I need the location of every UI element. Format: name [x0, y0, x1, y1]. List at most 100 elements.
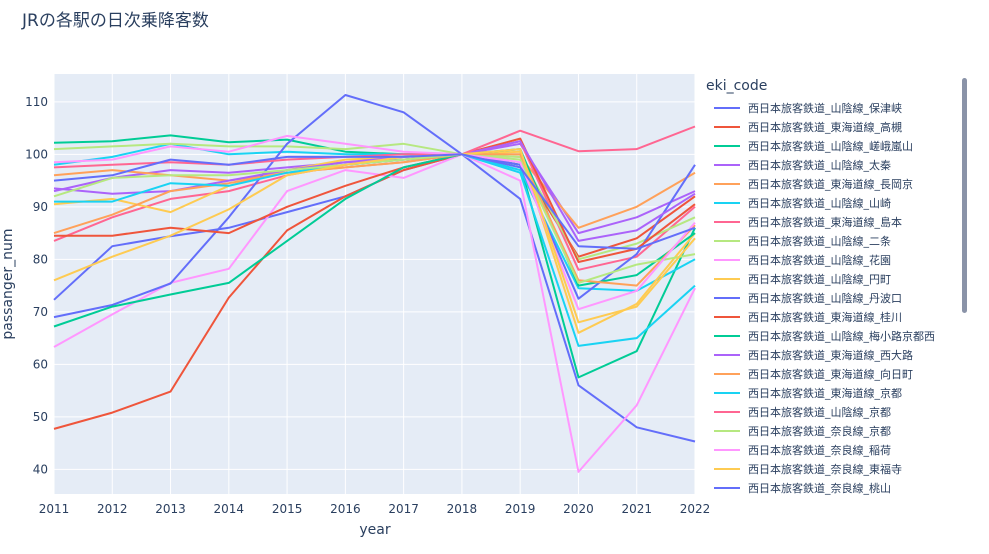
y-axis-ticks: 40 50 60 70 80 90 100 110	[25, 95, 48, 477]
legend-swatch	[714, 239, 740, 242]
legend-swatch	[714, 201, 740, 204]
series-line-10[interactable]	[53, 150, 696, 334]
legend-swatch	[714, 372, 740, 375]
series-line-14[interactable]	[53, 140, 696, 242]
series-line-18[interactable]	[53, 153, 696, 284]
legend-label: 西日本旅客鉄道_山陰線_京都	[748, 405, 891, 419]
legend-label: 西日本旅客鉄道_奈良線_東福寺	[748, 462, 902, 476]
legend-swatch	[714, 448, 740, 451]
x-tick-label: 2018	[447, 502, 478, 516]
y-tick-label: 60	[33, 357, 48, 371]
series-line-6[interactable]	[53, 142, 696, 292]
y-tick-label: 70	[33, 305, 48, 319]
legend-label: 西日本旅客鉄道_山陰線_丹波口	[748, 291, 902, 305]
legend-item-9[interactable]: 西日本旅客鉄道_山陰線_花園	[700, 250, 960, 269]
legend-scrollbar[interactable]	[962, 78, 967, 313]
legend-item-8[interactable]: 西日本旅客鉄道_山陰線_二条	[700, 231, 960, 250]
legend-swatch	[714, 125, 740, 128]
series-line-8[interactable]	[53, 142, 696, 261]
legend-item-10[interactable]: 西日本旅客鉄道_山陰線_円町	[700, 269, 960, 288]
legend-label: 西日本旅客鉄道_東海道線_京都	[748, 386, 902, 400]
series-line-12[interactable]	[54, 137, 696, 263]
legend-swatch	[714, 277, 740, 280]
legend-item-13[interactable]: 西日本旅客鉄道_山陰線_梅小路京都西	[700, 326, 960, 345]
legend-swatch	[714, 258, 740, 261]
legend-label: 西日本旅客鉄道_東海道線_高槻	[748, 120, 902, 134]
x-tick-label: 2019	[505, 502, 536, 516]
legend-label: 西日本旅客鉄道_東海道線_長岡京	[748, 177, 913, 191]
y-axis-title: passanger_num	[0, 228, 16, 339]
legend-swatch	[714, 315, 740, 318]
series-line-13[interactable]	[53, 148, 696, 328]
chart-title: JRの各駅の日次乗降客数	[22, 11, 209, 31]
legend-label: 西日本旅客鉄道_山陰線_花園	[748, 253, 891, 267]
legend-item-17[interactable]: 西日本旅客鉄道_山陰線_京都	[700, 402, 960, 421]
series-layer	[53, 94, 696, 473]
series-line-9[interactable]	[53, 153, 696, 473]
x-tick-label: 2011	[39, 502, 70, 516]
legend-item-3[interactable]: 西日本旅客鉄道_山陰線_嵯峨嵐山	[700, 136, 960, 155]
x-tick-label: 2015	[272, 502, 303, 516]
x-axis-title: year	[359, 522, 390, 538]
series-line-3[interactable]	[53, 134, 696, 379]
x-tick-label: 2014	[214, 502, 245, 516]
series-line-20[interactable]	[53, 148, 696, 324]
legend-item-20[interactable]: 西日本旅客鉄道_奈良線_東福寺	[700, 459, 960, 478]
legend-label: 西日本旅客鉄道_奈良線_稲荷	[748, 443, 891, 457]
legend-label: 西日本旅客鉄道_東海道線_向日町	[748, 367, 913, 381]
x-tick-label: 2020	[563, 502, 594, 516]
legend-label: 西日本旅客鉄道_山陰線_嵯峨嵐山	[748, 139, 913, 153]
legend-item-19[interactable]: 西日本旅客鉄道_奈良線_稲荷	[700, 440, 960, 459]
legend-label: 西日本旅客鉄道_東海道線_桂川	[748, 310, 902, 324]
y-tick-label: 40	[33, 462, 48, 476]
series-line-19[interactable]	[53, 134, 696, 311]
legend-item-6[interactable]: 西日本旅客鉄道_山陰線_山崎	[700, 193, 960, 212]
x-tick-label: 2016	[330, 502, 361, 516]
legend-swatch	[714, 182, 740, 185]
legend-items: 西日本旅客鉄道_山陰線_保津峡 西日本旅客鉄道_東海道線_高槻 西日本旅客鉄道_山陰…	[700, 98, 960, 497]
legend-item-12[interactable]: 西日本旅客鉄道_東海道線_桂川	[700, 307, 960, 326]
y-tick-label: 90	[33, 200, 48, 214]
legend-swatch	[714, 486, 740, 489]
legend-label: 西日本旅客鉄道_山陰線_梅小路京都西	[748, 329, 935, 343]
legend-item-21[interactable]: 西日本旅客鉄道_奈良線_桃山	[700, 478, 960, 497]
legend-item-1[interactable]: 西日本旅客鉄道_山陰線_保津峡	[700, 98, 960, 117]
legend-item-4[interactable]: 西日本旅客鉄道_山陰線_太秦	[700, 155, 960, 174]
x-tick-label: 2021	[621, 502, 652, 516]
x-tick-label: 2013	[155, 502, 186, 516]
y-tick-label: 80	[33, 252, 48, 266]
x-tick-label: 2017	[388, 502, 419, 516]
legend-item-2[interactable]: 西日本旅客鉄道_東海道線_高槻	[700, 117, 960, 136]
legend-item-15[interactable]: 西日本旅客鉄道_東海道線_向日町	[700, 364, 960, 383]
legend-item-18[interactable]: 西日本旅客鉄道_奈良線_京都	[700, 421, 960, 440]
y-tick-label: 110	[25, 95, 48, 109]
y-tick-label: 100	[25, 147, 48, 161]
x-tick-label: 2022	[680, 502, 711, 516]
legend-item-7[interactable]: 西日本旅客鉄道_東海道線_島本	[700, 212, 960, 231]
legend-item-11[interactable]: 西日本旅客鉄道_山陰線_丹波口	[700, 288, 960, 307]
legend-swatch	[714, 410, 740, 413]
legend-swatch	[714, 163, 740, 166]
legend-item-16[interactable]: 西日本旅客鉄道_東海道線_京都	[700, 383, 960, 402]
y-tick-label: 50	[33, 410, 48, 424]
series-line-21[interactable]	[53, 153, 696, 250]
legend-label: 西日本旅客鉄道_東海道線_島本	[748, 215, 902, 229]
series-line-15[interactable]	[53, 153, 696, 287]
legend-swatch	[714, 429, 740, 432]
legend-label: 西日本旅客鉄道_山陰線_円町	[748, 272, 891, 286]
legend-swatch	[714, 220, 740, 223]
legend-label: 西日本旅客鉄道_奈良線_京都	[748, 424, 891, 438]
legend-item-14[interactable]: 西日本旅客鉄道_東海道線_西大路	[700, 345, 960, 364]
legend-swatch	[714, 144, 740, 147]
series-line-11[interactable]	[53, 94, 696, 319]
legend-item-5[interactable]: 西日本旅客鉄道_東海道線_長岡京	[700, 174, 960, 193]
legend-title: eki_code	[706, 78, 768, 94]
legend-swatch	[714, 391, 740, 394]
legend: eki_code 西日本旅客鉄道_山陰線_保津峡 西日本旅客鉄道_東海道線_高槻西…	[700, 78, 960, 498]
legend-label: 西日本旅客鉄道_山陰線_太秦	[748, 158, 891, 172]
x-axis-ticks: 2011 2012 2013 2014 2015 2016 2017 2018 2019 2020…	[39, 502, 711, 516]
legend-swatch	[714, 334, 740, 337]
legend-swatch	[714, 296, 740, 299]
legend-swatch	[714, 467, 740, 470]
